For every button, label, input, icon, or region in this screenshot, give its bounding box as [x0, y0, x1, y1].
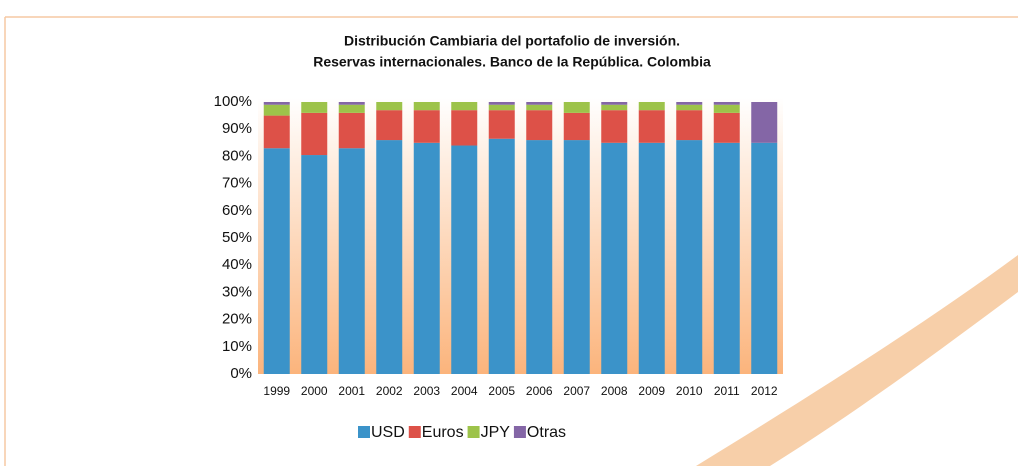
bar-segment — [714, 102, 740, 105]
x-tick-label: 2006 — [526, 384, 553, 398]
legend-label: Euros — [422, 424, 464, 441]
bar-segment — [714, 143, 740, 374]
x-tick-label: 2012 — [751, 384, 778, 398]
chart-title: Distribución Cambiaria del portafolio de… — [344, 33, 680, 49]
bar-segment — [376, 140, 402, 374]
x-tick-label: 1999 — [263, 384, 290, 398]
bar-segment — [601, 143, 627, 374]
legend: USD Euros JPY Otras — [358, 424, 566, 441]
bar-segment — [489, 102, 515, 105]
bar-segment — [601, 102, 627, 105]
bar-segment — [676, 102, 702, 105]
bar-segment — [601, 105, 627, 110]
bar-segment — [489, 139, 515, 374]
y-tick-label: 30% — [222, 283, 252, 300]
y-tick-label: 60% — [222, 202, 252, 219]
x-tick-label: 2002 — [376, 384, 403, 398]
chart-subtitle: Reservas internacionales. Banco de la Re… — [313, 54, 711, 70]
x-tick-label: 2001 — [338, 384, 365, 398]
bar-segment — [301, 113, 327, 155]
bar-segment — [601, 110, 627, 143]
bar-segment — [301, 155, 327, 374]
plot-area — [258, 98, 783, 374]
y-tick-label: 90% — [222, 120, 252, 137]
bar-segment — [451, 102, 477, 110]
y-tick-label: 70% — [222, 175, 252, 192]
bar-segment — [264, 116, 290, 149]
bar-segment — [301, 102, 327, 113]
bar-segment — [264, 102, 290, 105]
bar-segment — [339, 105, 365, 113]
legend-swatch — [358, 426, 370, 438]
y-tick-label: 0% — [230, 365, 252, 382]
bar-segment — [564, 140, 590, 374]
bar-segment — [339, 148, 365, 374]
bar-segment — [639, 143, 665, 374]
x-tick-label: 2003 — [413, 384, 440, 398]
bar-segment — [376, 102, 402, 110]
bar-segment — [676, 110, 702, 140]
bar-segment — [751, 143, 777, 374]
x-tick-label: 2009 — [638, 384, 665, 398]
bar-segment — [414, 102, 440, 110]
legend-label: Otras — [527, 424, 566, 441]
x-tick-label: 2011 — [714, 384, 740, 398]
y-tick-label: 40% — [222, 256, 252, 273]
bar-segment — [451, 146, 477, 374]
bar-segment — [376, 110, 402, 140]
bar-segment — [339, 102, 365, 105]
bar-segment — [526, 105, 552, 110]
bar-segment — [639, 102, 665, 110]
bar-segment — [751, 102, 777, 143]
bar-segment — [714, 105, 740, 113]
x-tick-label: 2004 — [451, 384, 478, 398]
y-tick-label: 80% — [222, 147, 252, 164]
y-tick-label: 20% — [222, 311, 252, 328]
x-tick-label: 2008 — [601, 384, 628, 398]
bar-segment — [264, 105, 290, 116]
bar-segment — [639, 110, 665, 143]
legend-swatch — [514, 426, 526, 438]
legend-swatch — [409, 426, 421, 438]
bar-segment — [714, 113, 740, 143]
bar-segment — [339, 113, 365, 148]
y-tick-label: 50% — [222, 229, 252, 246]
bar-segment — [676, 105, 702, 110]
bar-segment — [676, 140, 702, 374]
x-tick-label: 2005 — [488, 384, 515, 398]
x-tick-label: 2010 — [676, 384, 703, 398]
legend-label: JPY — [481, 424, 511, 441]
bar-segment — [489, 110, 515, 139]
bar-segment — [414, 110, 440, 143]
bar-segment — [564, 102, 590, 113]
y-tick-label: 100% — [214, 93, 252, 110]
bar-segment — [526, 110, 552, 140]
bar-segment — [451, 110, 477, 145]
bar-segment — [564, 113, 590, 140]
bar-segment — [526, 140, 552, 374]
bar-segment — [264, 148, 290, 374]
bar-segment — [414, 143, 440, 374]
legend-swatch — [468, 426, 480, 438]
x-tick-label: 2000 — [301, 384, 328, 398]
y-tick-label: 10% — [222, 338, 252, 355]
bar-segment — [489, 105, 515, 110]
chart: Distribución Cambiaria del portafolio de… — [0, 0, 1018, 466]
x-tick-label: 2007 — [563, 384, 590, 398]
legend-label: USD — [371, 424, 405, 441]
bar-segment — [526, 102, 552, 105]
